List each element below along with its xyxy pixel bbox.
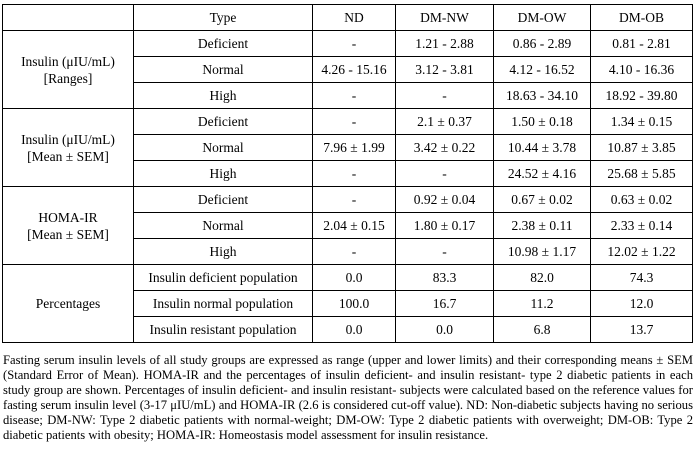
value-cell: 24.52 ± 4.16	[493, 160, 591, 187]
value-cell: 25.68 ± 5.85	[590, 160, 693, 187]
value-cell: 18.92 - 39.80	[590, 82, 693, 109]
group-label-insulin-ranges: Insulin (μIU/mL) [Ranges]	[2, 30, 134, 109]
value-cell: 18.63 - 34.10	[493, 82, 591, 109]
value-cell: -	[312, 160, 396, 187]
value-cell: 6.8	[493, 316, 591, 343]
type-cell: Normal	[133, 56, 313, 83]
value-cell: 11.2	[493, 290, 591, 317]
group-label-line: [Ranges]	[43, 70, 93, 86]
value-cell: -	[395, 82, 494, 109]
page: Type ND DM-NW DM-OW DM-OB Insulin (μIU/m…	[0, 4, 696, 443]
group-label-percentages: Percentages	[2, 264, 134, 343]
col-header-dm-ow: DM-OW	[493, 4, 591, 31]
table-row: Normal 7.96 ± 1.99 3.42 ± 0.22 10.44 ± 3…	[3, 134, 693, 161]
type-cell: Deficient	[133, 30, 313, 57]
value-cell: 16.7	[395, 290, 494, 317]
value-cell: 1.21 - 2.88	[395, 30, 494, 57]
value-cell: 0.0	[312, 264, 396, 291]
table-row: Normal 4.26 - 15.16 3.12 - 3.81 4.12 - 1…	[3, 56, 693, 83]
value-cell: 0.0	[395, 316, 494, 343]
group-label-line: HOMA-IR	[38, 209, 98, 225]
value-cell: 1.80 ± 0.17	[395, 212, 494, 239]
group-label-line: Insulin (μIU/mL)	[21, 53, 115, 69]
col-header-type: Type	[133, 4, 313, 31]
table-row: Percentages Insulin deficient population…	[2, 264, 693, 343]
value-cell: 7.96 ± 1.99	[312, 134, 396, 161]
header-row: Type ND DM-NW DM-OW DM-OB	[2, 4, 693, 31]
value-cell: -	[312, 82, 396, 109]
value-cell: 0.67 ± 0.02	[493, 186, 591, 213]
value-cell: 12.02 ± 1.22	[590, 238, 693, 265]
value-cell: 1.34 ± 0.15	[590, 108, 693, 135]
type-cell: Deficient	[133, 186, 313, 213]
type-cell: Normal	[133, 134, 313, 161]
table-row: Insulin resistant population 0.0 0.0 6.8…	[3, 316, 693, 343]
table-row: High - - 18.63 - 34.10 18.92 - 39.80	[3, 82, 693, 109]
value-cell: 12.0	[590, 290, 693, 317]
group-label-line: [Mean ± SEM]	[27, 148, 109, 164]
table-row: Insulin normal population 100.0 16.7 11.…	[3, 290, 693, 317]
group-label-homa-ir: HOMA-IR [Mean ± SEM]	[2, 186, 134, 265]
corner-cell	[2, 4, 134, 31]
type-cell: Normal	[133, 212, 313, 239]
value-cell: 2.33 ± 0.14	[590, 212, 693, 239]
table-row: Insulin (μIU/mL) [Ranges] Deficient - 1.…	[2, 30, 693, 109]
value-cell: 3.12 - 3.81	[395, 56, 494, 83]
insulin-homa-table: Type ND DM-NW DM-OW DM-OB Insulin (μIU/m…	[2, 4, 693, 343]
table-row: Insulin (μIU/mL) [Mean ± SEM] Deficient …	[2, 108, 693, 187]
value-cell: 82.0	[493, 264, 591, 291]
value-cell: 74.3	[590, 264, 693, 291]
value-cell: 4.26 - 15.16	[312, 56, 396, 83]
value-cell: 1.50 ± 0.18	[493, 108, 591, 135]
group-label-insulin-mean-sem: Insulin (μIU/mL) [Mean ± SEM]	[2, 108, 134, 187]
col-header-dm-ob: DM-OB	[590, 4, 693, 31]
value-cell: -	[312, 186, 396, 213]
group-label-line: Insulin (μIU/mL)	[21, 131, 115, 147]
value-cell: 2.04 ± 0.15	[312, 212, 396, 239]
group-label-line: Percentages	[35, 296, 101, 311]
value-cell: 83.3	[395, 264, 494, 291]
value-cell: 2.38 ± 0.11	[493, 212, 591, 239]
value-cell: 0.81 - 2.81	[590, 30, 693, 57]
col-header-nd: ND	[312, 4, 396, 31]
type-cell: Insulin deficient population	[133, 264, 313, 291]
group-label-line: [Mean ± SEM]	[27, 226, 109, 242]
value-cell: -	[395, 160, 494, 187]
value-cell: -	[312, 108, 396, 135]
type-cell: High	[133, 238, 313, 265]
value-cell: 0.86 - 2.89	[493, 30, 591, 57]
value-cell: 13.7	[590, 316, 693, 343]
table-row: HOMA-IR [Mean ± SEM] Deficient - 0.92 ± …	[2, 186, 693, 265]
type-cell: Insulin resistant population	[133, 316, 313, 343]
value-cell: 100.0	[312, 290, 396, 317]
value-cell: -	[395, 238, 494, 265]
value-cell: 2.1 ± 0.37	[395, 108, 494, 135]
table-row: High - - 24.52 ± 4.16 25.68 ± 5.85	[3, 160, 693, 187]
table-footnote: Fasting serum insulin levels of all stud…	[3, 353, 693, 442]
value-cell: 10.98 ± 1.17	[493, 238, 591, 265]
value-cell: 0.92 ± 0.04	[395, 186, 494, 213]
type-cell: Insulin normal population	[133, 290, 313, 317]
value-cell: -	[312, 30, 396, 57]
value-cell: 0.0	[312, 316, 396, 343]
value-cell: 4.12 - 16.52	[493, 56, 591, 83]
value-cell: 10.87 ± 3.85	[590, 134, 693, 161]
value-cell: 10.44 ± 3.78	[493, 134, 591, 161]
type-cell: High	[133, 160, 313, 187]
type-cell: Deficient	[133, 108, 313, 135]
value-cell: -	[312, 238, 396, 265]
type-cell: High	[133, 82, 313, 109]
table-row: Normal 2.04 ± 0.15 1.80 ± 0.17 2.38 ± 0.…	[3, 212, 693, 239]
col-header-dm-nw: DM-NW	[395, 4, 494, 31]
value-cell: 4.10 - 16.36	[590, 56, 693, 83]
value-cell: 3.42 ± 0.22	[395, 134, 494, 161]
value-cell: 0.63 ± 0.02	[590, 186, 693, 213]
